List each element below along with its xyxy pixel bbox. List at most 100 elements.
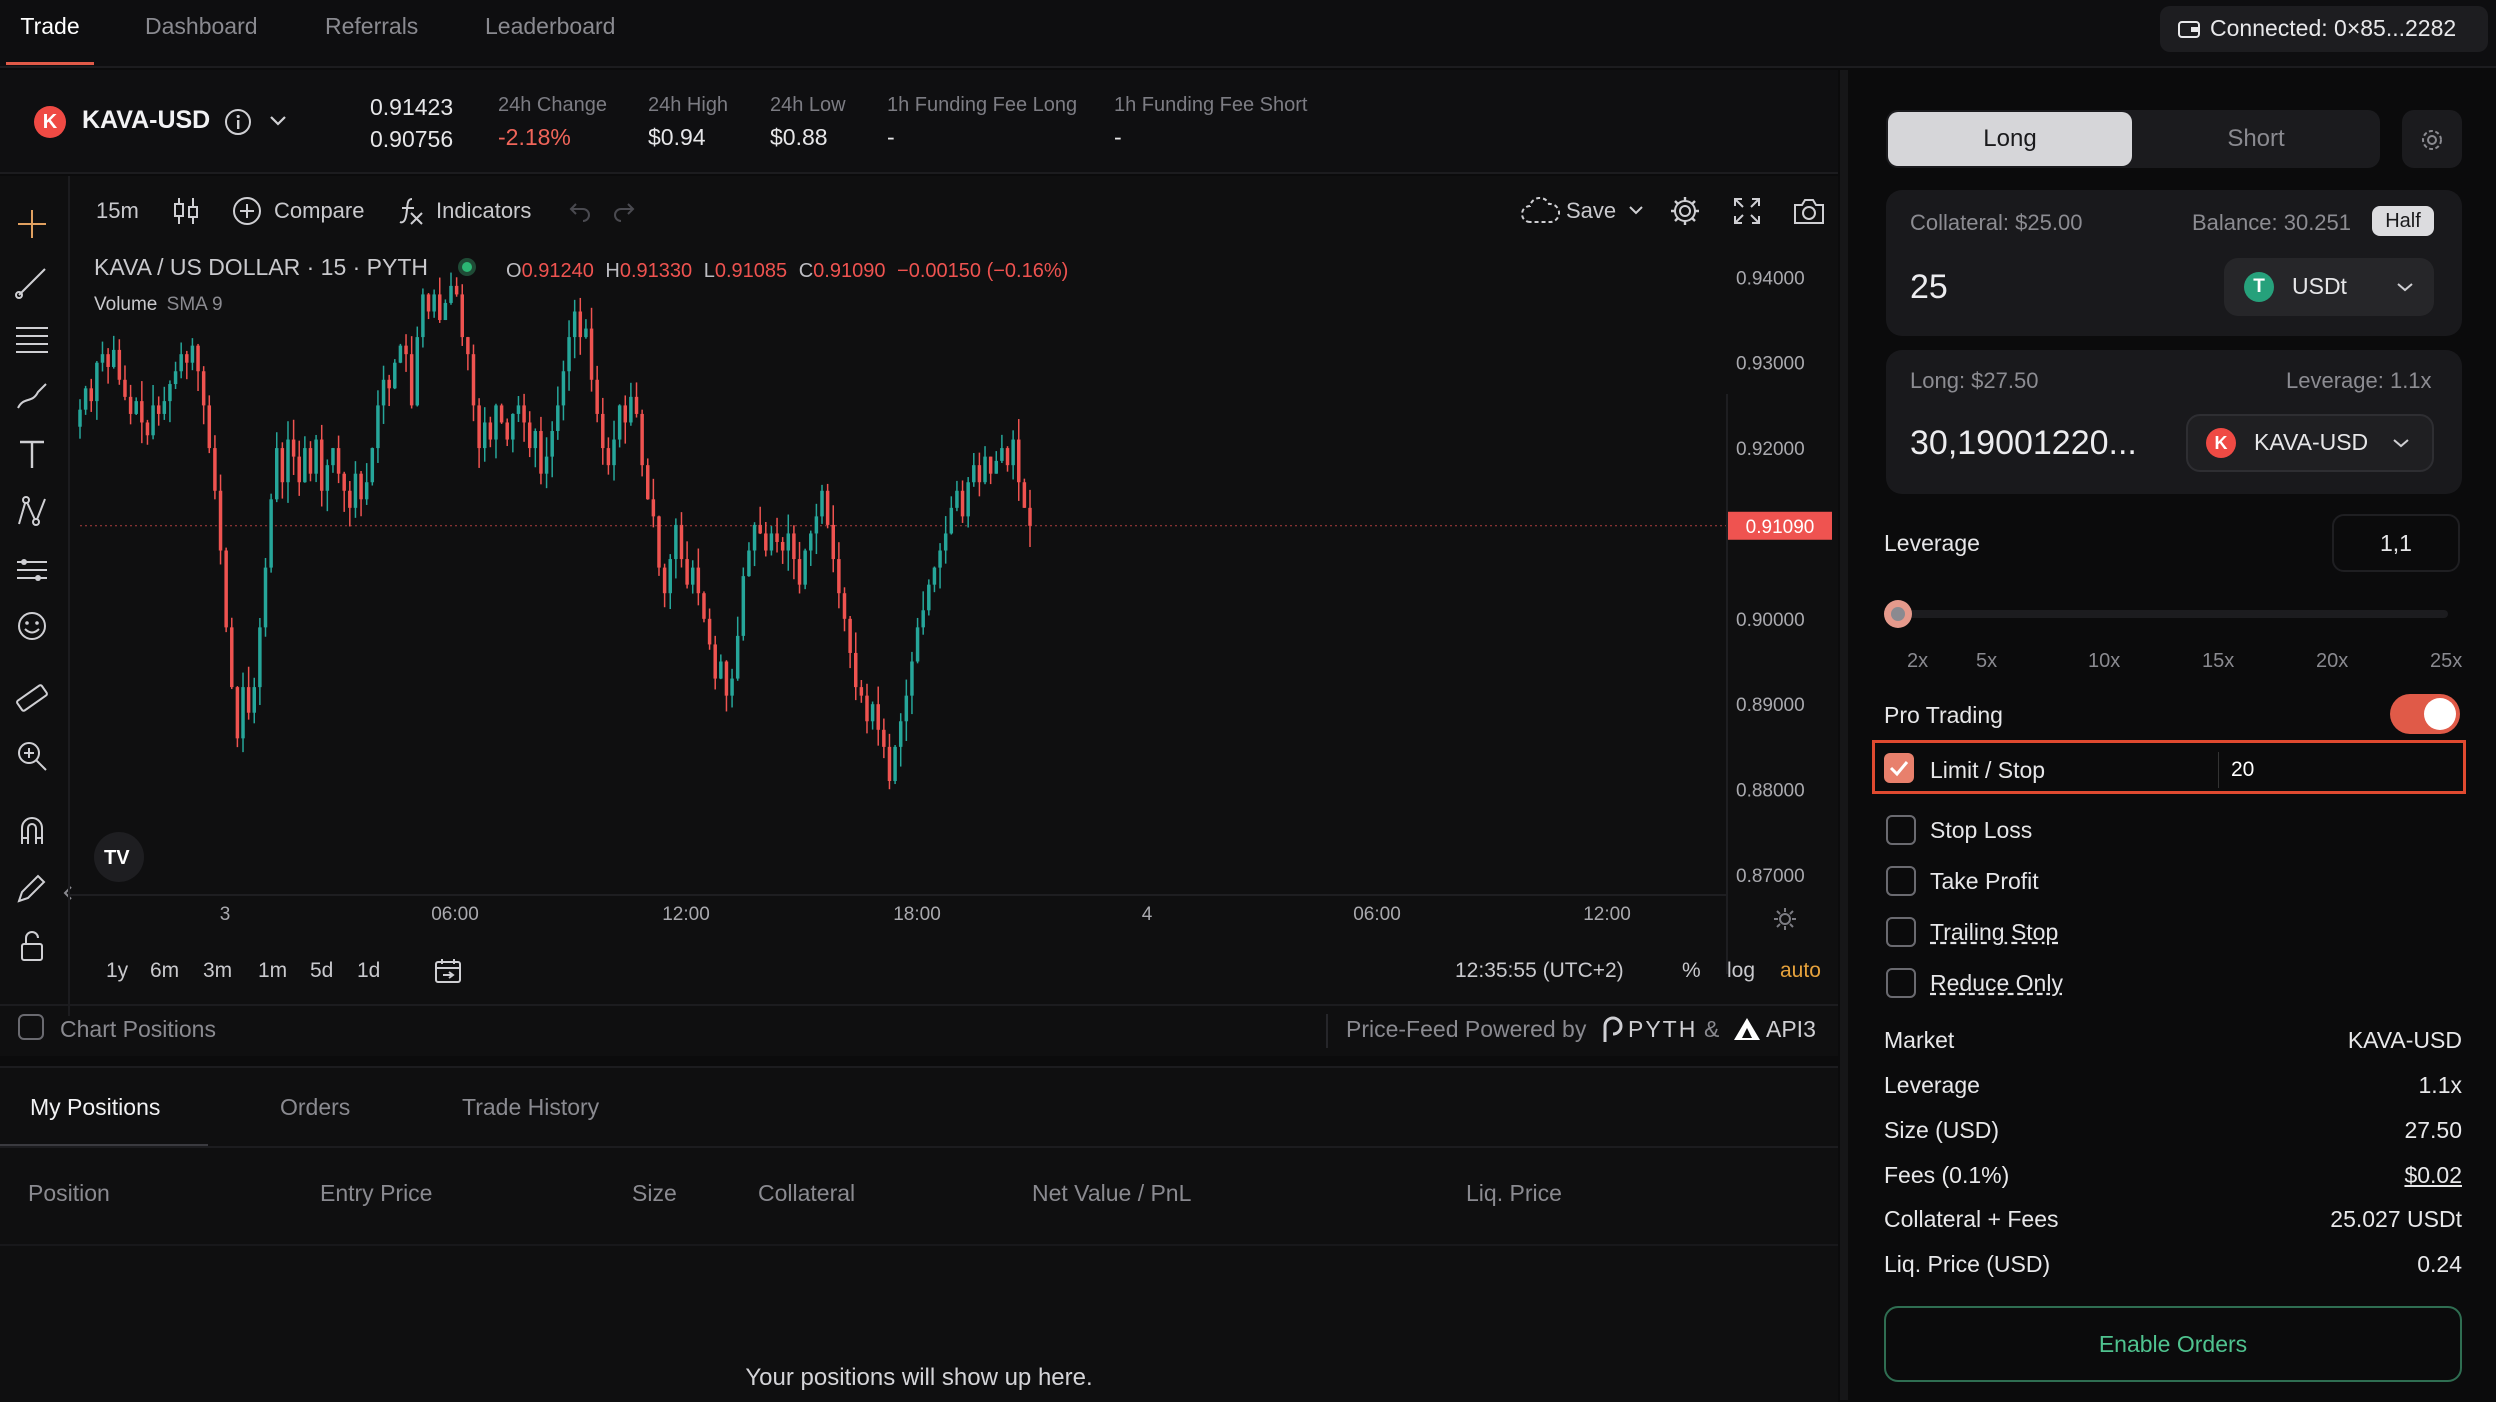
leverage-tick-15x: 15x: [2202, 650, 2235, 672]
kava-logo-icon: K: [34, 106, 66, 138]
summary-value-fees[interactable]: $0.02: [2404, 1162, 2462, 1188]
collateral-label: Collateral: $25.00: [1910, 210, 2083, 235]
axis-settings-icon[interactable]: [1772, 906, 1798, 932]
chart-positions-checkbox[interactable]: [18, 1014, 44, 1040]
candle-body: [561, 371, 566, 406]
auto-scale-toggle[interactable]: auto: [1780, 959, 1821, 982]
limit-price-input[interactable]: 20: [2218, 752, 2458, 788]
candle-body: [252, 687, 257, 713]
camera-icon[interactable]: [1792, 196, 1826, 226]
price-chart[interactable]: 0.94000 0.93000 0.92000 0.90000 0.89000 0.880…: [70, 244, 1838, 964]
range-6m[interactable]: 6m: [150, 959, 180, 982]
pencil-lock-icon[interactable]: [14, 870, 50, 906]
nav-tab-dashboard[interactable]: Dashboard: [145, 13, 258, 39]
settings-gear-icon[interactable]: [1668, 194, 1702, 228]
candle-body: [449, 285, 453, 303]
tradingview-logo-icon[interactable]: TV: [94, 832, 144, 882]
candle-body: [775, 533, 779, 542]
chevron-down-icon[interactable]: [268, 114, 288, 128]
take-profit-checkbox[interactable]: [1886, 866, 1916, 896]
reduce-only-checkbox[interactable]: [1886, 968, 1916, 998]
range-5d[interactable]: 5d: [310, 959, 334, 982]
indicators-fx-icon[interactable]: [398, 196, 426, 226]
candle-body: [331, 448, 335, 466]
candle-body: [876, 704, 880, 730]
emoji-icon[interactable]: [14, 608, 50, 644]
candle-body: [550, 431, 554, 457]
long-tab[interactable]: Long: [1888, 112, 2132, 166]
half-button[interactable]: Half: [2372, 206, 2434, 236]
candle-body: [477, 405, 481, 449]
trailing-stop-label[interactable]: Trailing Stop: [1930, 919, 2059, 945]
range-3m[interactable]: 3m: [203, 959, 233, 982]
text-tool-icon[interactable]: [14, 436, 50, 472]
pro-trading-toggle[interactable]: [2390, 694, 2460, 734]
ruler-icon[interactable]: [14, 680, 50, 716]
take-profit-label: Take Profit: [1930, 868, 2039, 894]
wallet-address: Connected: 0×85...2282: [2210, 15, 2457, 41]
indicators-button[interactable]: Indicators: [436, 198, 532, 223]
compare-plus-icon[interactable]: [232, 196, 262, 226]
save-chevron-down-icon[interactable]: [1628, 204, 1644, 216]
close-label: C: [798, 260, 814, 282]
fullscreen-icon[interactable]: [1732, 196, 1762, 226]
stop-loss-checkbox[interactable]: [1886, 815, 1916, 845]
log-scale-toggle[interactable]: log: [1727, 959, 1756, 982]
horizontal-lines-icon[interactable]: [14, 320, 50, 356]
trend-line-icon[interactable]: [14, 264, 50, 300]
candle-body: [589, 328, 594, 380]
wallet-button[interactable]: Connected: 0×85...2282: [2160, 6, 2488, 52]
candle-body: [983, 456, 987, 483]
range-1m[interactable]: 1m: [258, 959, 288, 982]
limit-stop-checkbox[interactable]: [1884, 753, 1914, 783]
percent-scale-toggle[interactable]: %: [1682, 959, 1701, 982]
magnet-icon[interactable]: [14, 812, 50, 848]
time-axis-divider: [70, 894, 1726, 896]
collateral-input[interactable]: 25: [1910, 268, 1948, 306]
tab-my-positions[interactable]: My Positions: [30, 1094, 161, 1120]
col-liq-price: Liq. Price: [1466, 1180, 1562, 1206]
crosshair-icon[interactable]: [14, 206, 50, 242]
enable-orders-button[interactable]: Enable Orders: [1884, 1306, 2462, 1382]
candle-body: [275, 448, 279, 500]
lock-icon[interactable]: [14, 928, 50, 964]
tab-orders[interactable]: Orders: [280, 1094, 351, 1120]
leverage-input[interactable]: 1,1: [2332, 514, 2460, 572]
info-icon[interactable]: [224, 108, 252, 136]
undo-icon[interactable]: [568, 200, 592, 222]
candle-body: [387, 379, 391, 389]
reduce-only-label[interactable]: Reduce Only: [1930, 970, 2063, 996]
y-tick-label: 0.89000: [1736, 695, 1805, 716]
pattern-icon[interactable]: [14, 494, 50, 530]
tab-trade-history[interactable]: Trade History: [462, 1094, 600, 1120]
col-position: Position: [28, 1180, 110, 1206]
zoom-icon[interactable]: [14, 738, 50, 774]
leverage-slider-thumb[interactable]: [1884, 600, 1913, 628]
compare-button[interactable]: Compare: [274, 198, 365, 223]
candle-body: [713, 644, 717, 679]
range-1d[interactable]: 1d: [357, 959, 381, 982]
market-symbol[interactable]: KAVA-USD: [82, 106, 211, 134]
tabs-divider: [0, 1146, 1838, 1148]
brush-icon[interactable]: [14, 378, 50, 414]
panel-settings-button[interactable]: [2402, 110, 2462, 168]
trailing-stop-checkbox[interactable]: [1886, 917, 1916, 947]
candle-body: [308, 448, 313, 474]
nav-tab-trade[interactable]: Trade: [6, 0, 94, 65]
redo-icon[interactable]: [612, 200, 636, 222]
forecast-icon[interactable]: [14, 552, 50, 588]
long-amount[interactable]: 30,19001220...: [1910, 424, 2137, 462]
date-range-icon[interactable]: [434, 958, 462, 984]
candle-body: [859, 687, 864, 696]
save-button[interactable]: Save: [1566, 198, 1617, 223]
candles-icon[interactable]: [172, 196, 200, 226]
interval-selector[interactable]: 15m: [96, 198, 139, 223]
nav-tab-referrals[interactable]: Referrals: [325, 13, 419, 39]
x-tick-label: 4: [1142, 904, 1153, 925]
leverage-slider-track[interactable]: [1896, 610, 2448, 618]
ohlc-legend: O0.91240 H0.91330 L0.91085 C0.91090 −0.0…: [506, 260, 1068, 283]
short-tab[interactable]: Short: [2227, 125, 2285, 152]
cloud-save-icon[interactable]: [1520, 196, 1560, 226]
nav-tab-leaderboard[interactable]: Leaderboard: [485, 13, 616, 39]
range-1y[interactable]: 1y: [106, 959, 129, 982]
